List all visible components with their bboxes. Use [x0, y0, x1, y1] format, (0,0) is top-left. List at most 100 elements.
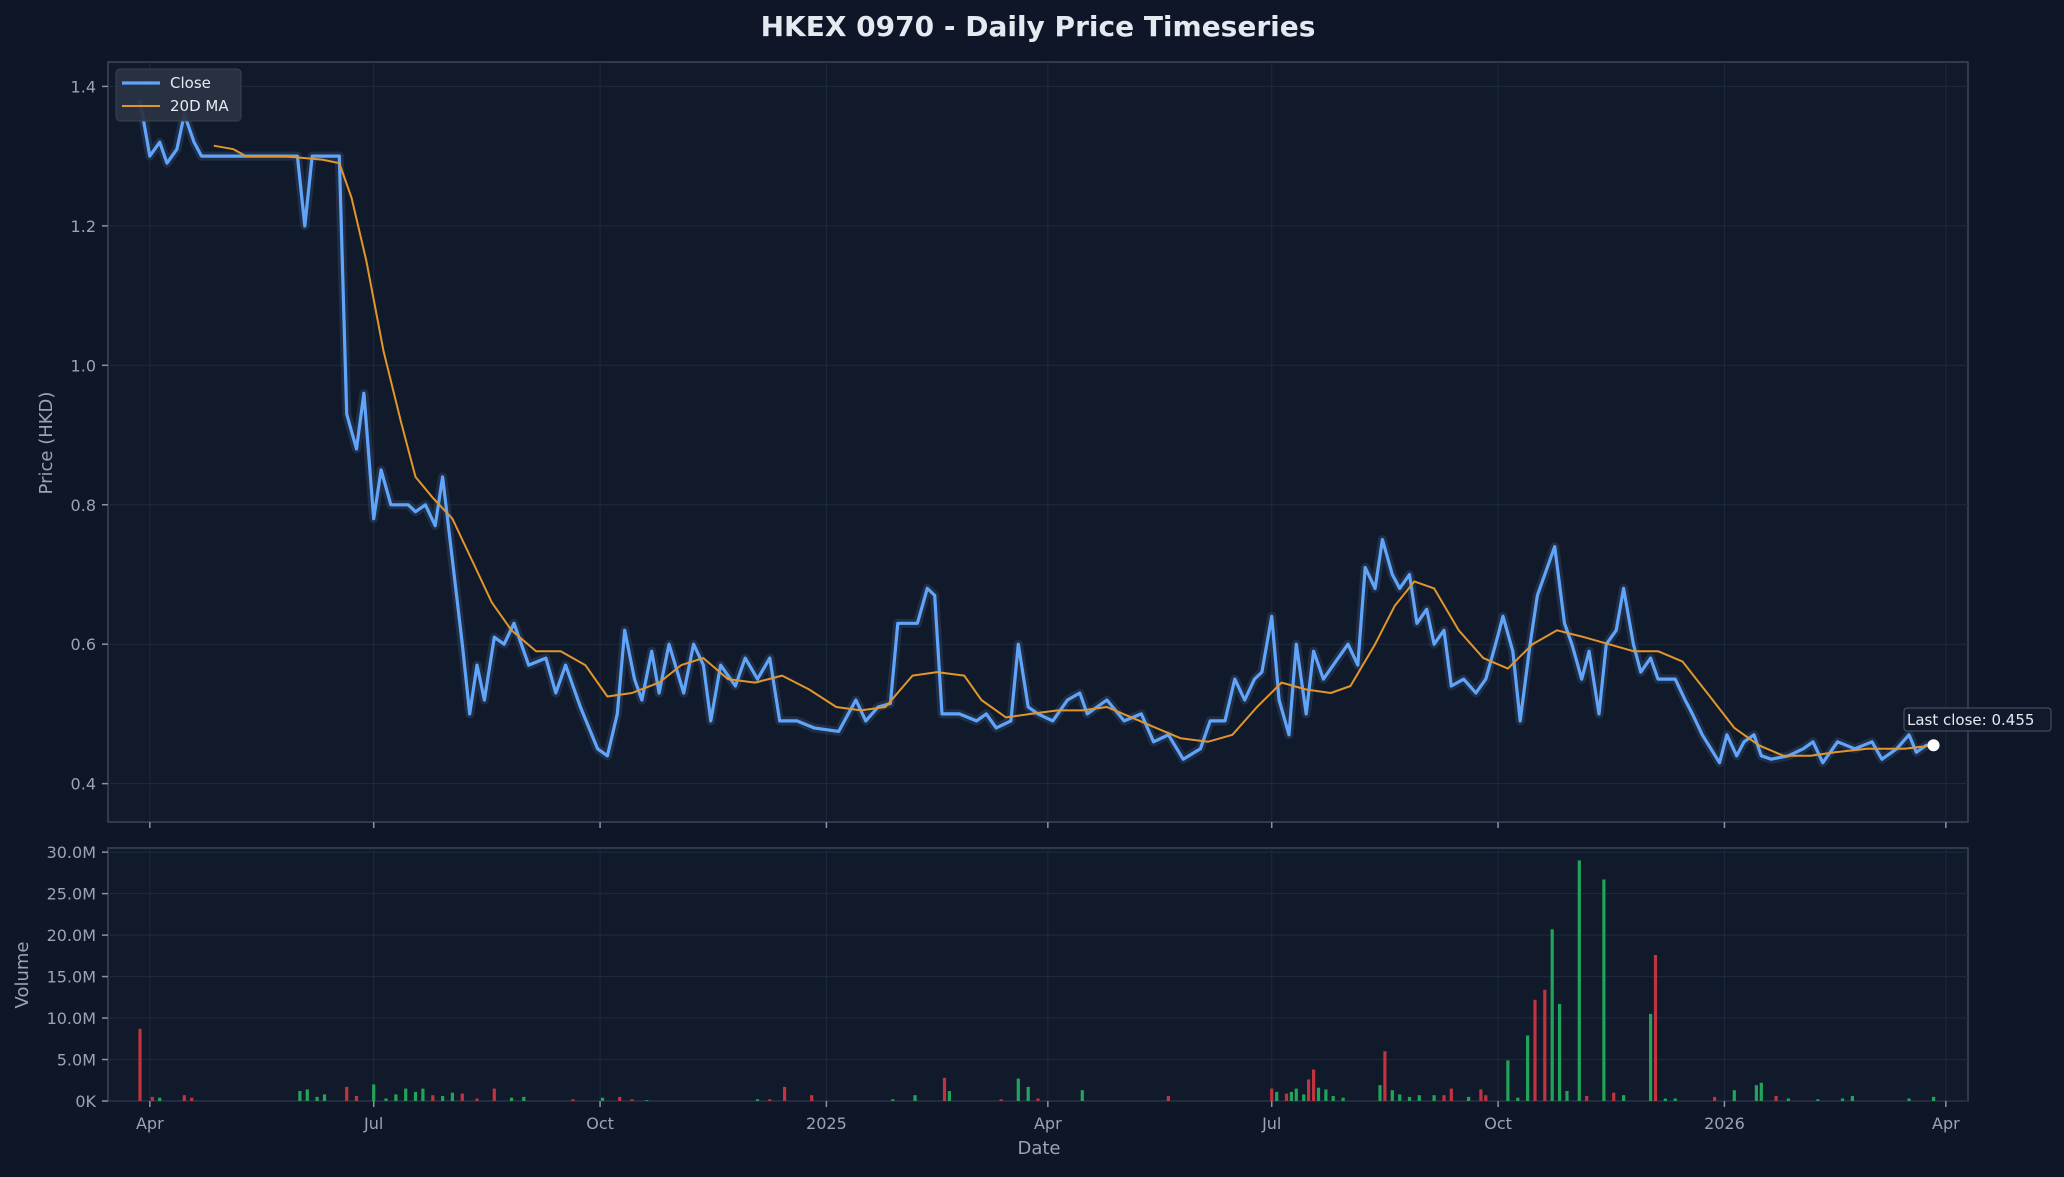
volume-bar: [1612, 1092, 1616, 1101]
volume-bar: [1840, 1098, 1845, 1101]
last-close-annotation: Last close: 0.455: [1907, 711, 2034, 729]
volume-bar: [1816, 1099, 1820, 1101]
price-y-tick-label: 1.4: [71, 77, 96, 96]
volume-bar: [1732, 1090, 1736, 1101]
volume-bar: [1284, 1093, 1289, 1101]
volume-y-tick-label: 20.0M: [47, 926, 96, 945]
volume-bar: [1016, 1078, 1020, 1101]
volume-bar: [1759, 1082, 1763, 1101]
volume-bar: [394, 1094, 398, 1101]
x-tick-label: Apr: [1932, 1114, 1960, 1133]
volume-bar: [1407, 1096, 1412, 1101]
last-close-marker: [1927, 739, 1940, 752]
last-close-annotation-box: [1903, 707, 2052, 732]
volume-bar: [1442, 1095, 1446, 1101]
volume-bar: [1432, 1095, 1436, 1101]
volume-bar: [1543, 989, 1547, 1101]
volume-bar: [630, 1099, 634, 1101]
price-y-tick-label: 0.8: [71, 496, 96, 515]
volume-bar: [1526, 1035, 1530, 1101]
volume-bar: [1663, 1098, 1667, 1101]
volume-bar: [421, 1088, 425, 1101]
volume-bar: [441, 1096, 445, 1101]
volume-bar: [618, 1096, 622, 1101]
volume-bar: [1312, 1069, 1316, 1101]
volume-bar: [942, 1077, 947, 1101]
volume-bar: [755, 1099, 760, 1101]
x-tick-label: Apr: [1034, 1114, 1062, 1133]
volume-bar: [1602, 879, 1606, 1101]
price-y-tick-label: 0.6: [71, 635, 96, 654]
volume-axis-label: Volume: [12, 942, 33, 1009]
volume-bar: [1026, 1086, 1030, 1101]
volume-bar: [1417, 1095, 1421, 1101]
volume-bar: [999, 1099, 1003, 1101]
volume-bar: [450, 1092, 454, 1101]
volume-bar: [1516, 1097, 1520, 1101]
volume-bar: [404, 1088, 408, 1101]
volume-y-tick-label: 30.0M: [47, 843, 96, 862]
volume-bar: [891, 1099, 895, 1101]
volume-bar: [1774, 1096, 1778, 1101]
volume-bar: [384, 1098, 388, 1101]
volume-bar: [1754, 1085, 1758, 1101]
volume-bar: [1275, 1091, 1279, 1101]
x-tick-label: Apr: [136, 1114, 164, 1133]
chart-title: HKEX 0970 - Daily Price Timeseries: [761, 10, 1316, 43]
volume-bar: [1479, 1089, 1483, 1101]
price-y-tick-label: 1.0: [71, 356, 96, 375]
price-axis-label: Price (HKD): [36, 392, 57, 495]
volume-bar: [810, 1095, 814, 1101]
x-tick-label: Oct: [1484, 1114, 1512, 1133]
date-axis-label: Date: [1017, 1138, 1060, 1159]
price-y-tick-label: 1.2: [71, 217, 96, 236]
volume-bar: [1467, 1096, 1471, 1101]
volume-bar: [1786, 1098, 1790, 1101]
volume-bar: [475, 1098, 479, 1101]
volume-bar: [190, 1097, 194, 1101]
volume-bar: [354, 1096, 359, 1101]
volume-bar: [913, 1095, 917, 1101]
volume-bar: [1506, 1060, 1510, 1101]
volume-y-tick-label: 25.0M: [47, 885, 96, 904]
volume-panel: [107, 847, 1969, 1102]
volume-bar: [1932, 1096, 1936, 1101]
volume-bar: [783, 1086, 787, 1101]
legend-label: Close: [170, 74, 211, 92]
volume-bar: [1558, 1003, 1562, 1101]
volume-bar: [305, 1089, 309, 1101]
x-tick-label: Oct: [586, 1114, 614, 1133]
volume-bar: [645, 1100, 649, 1101]
volume-bar: [1378, 1085, 1382, 1101]
volume-bar: [372, 1084, 376, 1101]
volume-bar: [1383, 1051, 1387, 1101]
volume-bar: [1565, 1091, 1569, 1101]
volume-bar: [1398, 1094, 1402, 1101]
volume-bar: [492, 1088, 496, 1101]
volume-bar: [1449, 1088, 1453, 1101]
volume-bar: [1324, 1089, 1328, 1101]
volume-y-tick-label: 10.0M: [47, 1009, 96, 1028]
volume-bar: [509, 1097, 514, 1101]
legend-label: 20D MA: [170, 97, 229, 115]
volume-bar: [1302, 1094, 1306, 1101]
price-y-tick-label: 0.4: [71, 775, 96, 794]
volume-y-tick-label: 15.0M: [47, 968, 96, 987]
volume-bar: [522, 1096, 526, 1101]
volume-bar: [322, 1094, 327, 1101]
volume-bar: [1166, 1096, 1170, 1101]
volume-bar: [1649, 1013, 1653, 1101]
x-tick-label: Jul: [363, 1114, 383, 1133]
volume-bar: [571, 1099, 575, 1101]
volume-bar: [1585, 1096, 1589, 1101]
volume-bar: [1673, 1098, 1677, 1101]
volume-bar: [298, 1091, 302, 1101]
x-tick-label: Jul: [1261, 1114, 1281, 1133]
volume-bar: [1036, 1098, 1040, 1101]
volume-bar: [768, 1099, 772, 1101]
volume-bar: [315, 1096, 319, 1101]
volume-bar: [138, 1028, 142, 1101]
volume-bar: [158, 1097, 162, 1101]
